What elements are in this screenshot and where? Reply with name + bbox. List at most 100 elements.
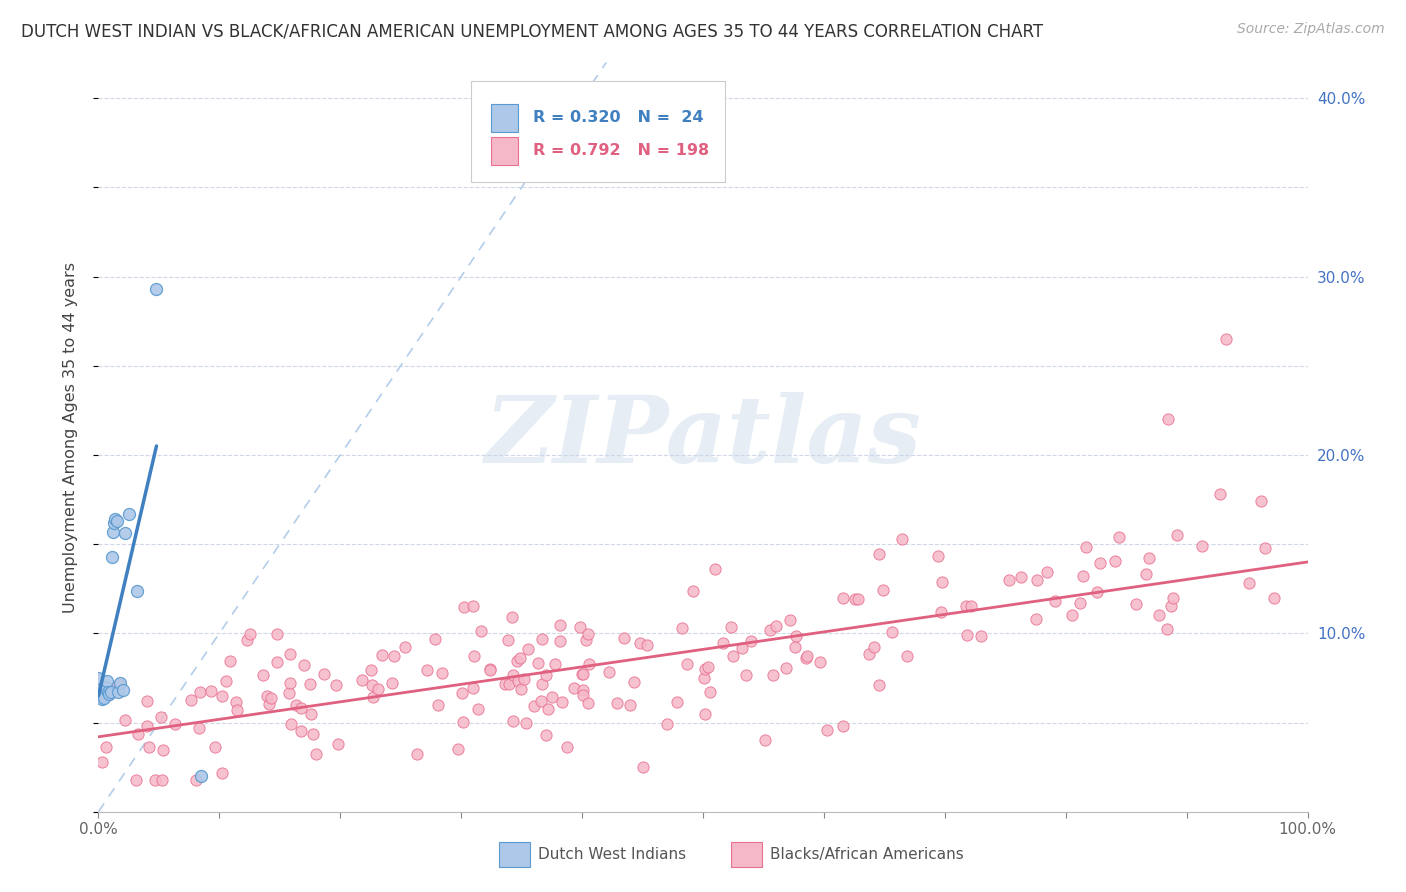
Point	[494, 677, 516, 691]
Point	[190, 685, 212, 699]
Point	[1085, 584, 1108, 599]
Point	[278, 676, 301, 690]
Point	[1215, 332, 1237, 346]
Point	[548, 618, 571, 632]
Point	[815, 723, 838, 738]
Point	[665, 695, 688, 709]
Point	[628, 636, 651, 650]
Point	[127, 583, 149, 598]
Point	[960, 599, 983, 613]
Point	[1149, 608, 1171, 623]
Point	[762, 668, 785, 682]
Point	[298, 676, 321, 690]
Point	[530, 694, 553, 708]
Point	[613, 631, 636, 645]
Point	[496, 632, 519, 647]
Point	[858, 647, 880, 661]
Point	[515, 716, 537, 731]
Point	[103, 516, 125, 530]
Point	[1166, 528, 1188, 542]
Point	[150, 772, 173, 787]
Point	[868, 547, 890, 561]
Point	[531, 677, 554, 691]
Point	[101, 524, 124, 539]
Point	[1191, 539, 1213, 553]
Point	[794, 650, 817, 665]
FancyBboxPatch shape	[731, 842, 762, 867]
Point	[970, 629, 993, 643]
Point	[775, 661, 797, 675]
Point	[846, 592, 869, 607]
Point	[578, 657, 600, 671]
Point	[571, 666, 593, 681]
Point	[204, 739, 226, 754]
Point	[266, 655, 288, 669]
Point	[534, 668, 557, 682]
Point	[863, 640, 886, 654]
Point	[731, 641, 754, 656]
Point	[1239, 576, 1261, 591]
Point	[150, 709, 173, 723]
FancyBboxPatch shape	[471, 81, 724, 182]
Point	[516, 641, 538, 656]
Point	[758, 624, 780, 638]
Point	[676, 657, 699, 672]
Point	[502, 668, 524, 682]
Point	[190, 769, 212, 783]
Point	[114, 526, 136, 541]
Point	[278, 686, 301, 700]
Point	[501, 609, 523, 624]
Point	[461, 681, 484, 695]
Point	[1254, 541, 1277, 555]
Point	[1076, 541, 1098, 555]
Point	[998, 574, 1021, 588]
Point	[1135, 566, 1157, 581]
Point	[831, 718, 853, 732]
Text: ZIPatlas: ZIPatlas	[485, 392, 921, 482]
Point	[1250, 493, 1272, 508]
Point	[808, 655, 831, 669]
Point	[927, 549, 949, 563]
Point	[184, 772, 207, 787]
Point	[564, 681, 586, 695]
Point	[509, 682, 531, 697]
Point	[509, 650, 531, 665]
Point	[880, 624, 903, 639]
Point	[143, 772, 166, 787]
Point	[713, 635, 735, 649]
Y-axis label: Unemployment Among Ages 35 to 44 years: Unemployment Among Ages 35 to 44 years	[63, 261, 77, 613]
Point	[523, 699, 546, 714]
Point	[779, 613, 801, 627]
Point	[735, 668, 758, 682]
Point	[225, 696, 247, 710]
Point	[290, 723, 312, 738]
Point	[145, 282, 167, 296]
Point	[1069, 596, 1091, 610]
Point	[138, 740, 160, 755]
Point	[416, 663, 439, 677]
Point	[463, 648, 485, 663]
Point	[235, 632, 257, 647]
Point	[1125, 597, 1147, 611]
Point	[506, 654, 529, 668]
Point	[426, 698, 449, 713]
Point	[699, 684, 721, 698]
Point	[325, 678, 347, 692]
Point	[1043, 594, 1066, 608]
Point	[453, 600, 475, 615]
Point	[218, 654, 240, 668]
Point	[290, 701, 312, 715]
Point	[108, 677, 131, 691]
Point	[508, 673, 530, 688]
Point	[97, 685, 120, 699]
Point	[544, 657, 567, 672]
Point	[380, 676, 402, 690]
Point	[93, 690, 115, 705]
FancyBboxPatch shape	[492, 103, 517, 132]
Point	[111, 683, 134, 698]
Point	[187, 721, 209, 735]
Point	[530, 632, 553, 647]
Point	[467, 702, 489, 716]
Point	[105, 514, 128, 528]
Point	[114, 714, 136, 728]
